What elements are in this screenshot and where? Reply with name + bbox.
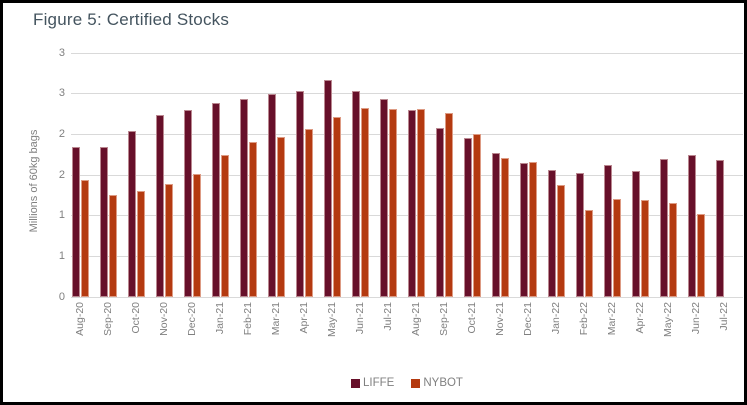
bar-liffe-feb-22 — [576, 172, 584, 297]
bar-nybot-dec-21 — [529, 162, 537, 297]
bar-liffe-aug-21 — [408, 109, 416, 297]
plot-area — [71, 52, 743, 298]
y-tick-label: 2 — [58, 127, 65, 140]
bar-nybot-oct-21 — [473, 134, 481, 297]
bar-nybot-apr-21 — [305, 128, 313, 297]
x-tick-label: Aug-20 — [74, 302, 86, 336]
bar-liffe-oct-20 — [128, 131, 136, 297]
bar-nybot-nov-20 — [165, 183, 173, 297]
x-tick-label: Jan-21 — [214, 302, 226, 335]
gridline — [71, 174, 743, 176]
x-tick-label: Jul-22 — [718, 302, 730, 331]
bar-liffe-jan-22 — [548, 170, 556, 297]
y-tick-label: 0 — [58, 290, 65, 303]
bar-nybot-may-21 — [333, 117, 341, 297]
x-tick-label: Sep-20 — [102, 302, 114, 336]
bar-nybot-aug-20 — [81, 179, 89, 297]
bar-nybot-feb-22 — [585, 209, 593, 297]
bar-nybot-jan-21 — [221, 155, 229, 297]
bar-liffe-apr-22 — [632, 170, 640, 297]
gridline — [71, 255, 743, 257]
bar-nybot-aug-21 — [417, 109, 425, 297]
gridline — [71, 52, 743, 54]
bar-liffe-feb-21 — [240, 99, 248, 297]
bar-liffe-mar-21 — [268, 93, 276, 297]
bar-liffe-mar-22 — [604, 165, 612, 297]
chart-title: Figure 5: Certified Stocks — [33, 10, 230, 29]
bar-liffe-may-21 — [324, 79, 332, 297]
y-tick-label: 1 — [58, 249, 65, 262]
x-tick-label: Apr-21 — [298, 302, 310, 334]
bar-liffe-jun-21 — [352, 91, 360, 297]
gridline — [71, 296, 743, 298]
bar-liffe-jul-21 — [380, 99, 388, 297]
bar-nybot-mar-21 — [277, 136, 285, 297]
y-tick-label: 3 — [58, 46, 65, 59]
x-tick-label: Feb-21 — [242, 302, 254, 336]
bar-nybot-nov-21 — [501, 157, 509, 297]
bar-liffe-jan-21 — [212, 102, 220, 297]
x-tick-label: Dec-21 — [522, 302, 534, 336]
bar-liffe-sep-21 — [436, 127, 444, 297]
bar-nybot-sep-20 — [109, 194, 117, 297]
x-tick-label: Oct-21 — [466, 302, 478, 334]
bar-nybot-jul-21 — [389, 109, 397, 297]
legend-item-nybot: NYBOT — [411, 377, 463, 390]
legend-item-liffe: LIFFE — [351, 377, 394, 390]
bar-liffe-dec-20 — [184, 109, 192, 297]
y-tick-label: 2 — [58, 168, 65, 181]
gridline — [71, 215, 743, 217]
bar-nybot-mar-22 — [613, 198, 621, 297]
y-tick-label: 3 — [58, 87, 65, 100]
bar-nybot-dec-20 — [193, 174, 201, 297]
bar-liffe-aug-20 — [72, 146, 80, 297]
bar-liffe-apr-21 — [296, 91, 304, 297]
x-tick-label: Sep-21 — [438, 302, 450, 336]
bar-nybot-jan-22 — [557, 184, 565, 297]
y-tick-label: 1 — [58, 209, 65, 222]
x-tick-label: Mar-22 — [606, 302, 618, 336]
bar-liffe-jun-22 — [688, 154, 696, 297]
x-tick-label: Jan-22 — [550, 302, 562, 335]
bar-nybot-sep-21 — [445, 113, 453, 297]
bar-liffe-jul-22 — [716, 159, 724, 297]
x-tick-label: Nov-20 — [158, 302, 170, 336]
x-tick-label: Oct-20 — [130, 302, 142, 334]
x-tick-label: May-22 — [662, 302, 674, 338]
gridline — [71, 93, 743, 95]
x-tick-label: Aug-21 — [410, 302, 422, 336]
legend-label: LIFFE — [363, 377, 395, 389]
bar-liffe-dec-21 — [520, 162, 528, 297]
bar-liffe-may-22 — [660, 158, 668, 297]
x-tick-label: Jun-21 — [354, 302, 366, 335]
bar-nybot-apr-22 — [641, 200, 649, 297]
x-tick-label: Dec-20 — [186, 302, 198, 336]
bar-liffe-nov-21 — [492, 153, 500, 297]
x-tick-label: Jul-21 — [382, 302, 394, 331]
gridline — [71, 133, 743, 135]
bar-nybot-oct-20 — [137, 191, 145, 297]
x-tick-label: Apr-22 — [634, 302, 646, 334]
bar-nybot-jun-22 — [697, 214, 705, 297]
x-tick-label: Mar-21 — [270, 302, 282, 336]
bar-nybot-jun-21 — [361, 107, 369, 297]
x-tick-label: May-21 — [326, 302, 338, 338]
chart-legend: LIFFE NYBOT — [71, 377, 743, 390]
x-tick-label: Feb-22 — [578, 302, 590, 336]
bar-nybot-may-22 — [669, 203, 677, 297]
bar-liffe-nov-20 — [156, 114, 164, 297]
legend-swatch-icon — [411, 379, 421, 388]
legend-label: NYBOT — [423, 377, 463, 389]
bar-liffe-sep-20 — [100, 146, 108, 297]
x-tick-label: Nov-21 — [494, 302, 506, 336]
bar-nybot-feb-21 — [249, 141, 257, 297]
x-tick-label: Jun-22 — [690, 302, 702, 335]
bar-liffe-oct-21 — [464, 137, 472, 297]
legend-swatch-icon — [351, 379, 361, 388]
